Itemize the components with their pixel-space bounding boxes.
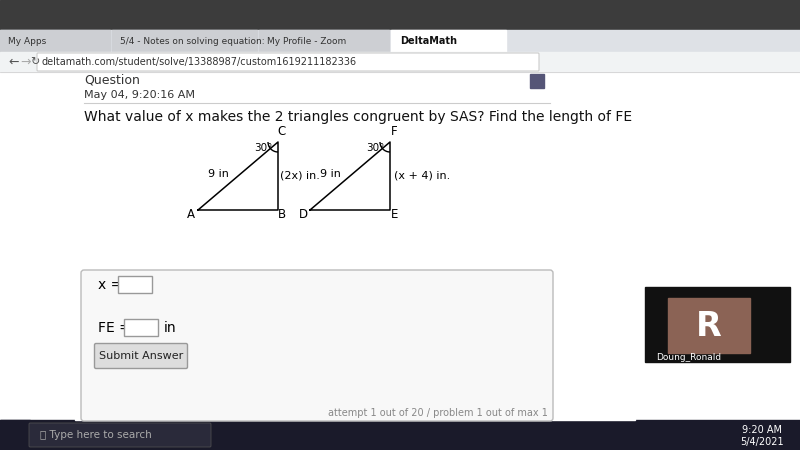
Text: My Apps: My Apps [8, 36, 46, 45]
Text: in: in [164, 321, 177, 335]
Text: B: B [278, 208, 286, 221]
FancyBboxPatch shape [668, 298, 750, 353]
Text: 9:20 AM: 9:20 AM [742, 425, 782, 435]
Text: Doung_Ronald: Doung_Ronald [657, 352, 722, 361]
FancyBboxPatch shape [0, 420, 800, 450]
Text: deltamath.com/student/solve/13388987/custom1619211182336: deltamath.com/student/solve/13388987/cus… [42, 57, 357, 67]
Text: E: E [391, 208, 398, 221]
Text: R: R [696, 310, 722, 342]
Text: FE =: FE = [98, 321, 130, 335]
Text: attempt 1 out of 20 / problem 1 out of max 1: attempt 1 out of 20 / problem 1 out of m… [328, 408, 548, 418]
Text: 9 in: 9 in [319, 169, 341, 179]
Text: ←: ← [8, 55, 18, 68]
Text: ⌕ Type here to search: ⌕ Type here to search [40, 430, 152, 440]
FancyBboxPatch shape [0, 52, 800, 72]
Text: My Profile - Zoom: My Profile - Zoom [267, 36, 346, 45]
Text: F: F [390, 125, 398, 138]
Text: 5/4 - Notes on solving equation:: 5/4 - Notes on solving equation: [120, 36, 265, 45]
Text: ↻: ↻ [30, 57, 39, 67]
Text: What value of x makes the 2 triangles congruent by SAS? Find the length of FE: What value of x makes the 2 triangles co… [84, 110, 632, 124]
FancyBboxPatch shape [81, 270, 553, 421]
FancyBboxPatch shape [112, 30, 257, 52]
FancyBboxPatch shape [75, 75, 635, 420]
Text: 30°: 30° [254, 143, 272, 153]
Text: DeltaMath: DeltaMath [400, 36, 457, 46]
Text: 9 in: 9 in [207, 169, 229, 179]
FancyBboxPatch shape [0, 30, 110, 52]
FancyBboxPatch shape [29, 423, 211, 447]
Text: A: A [187, 208, 195, 221]
Text: Submit Answer: Submit Answer [99, 351, 183, 361]
Text: 5/4/2021: 5/4/2021 [740, 437, 784, 447]
FancyBboxPatch shape [118, 276, 152, 293]
Text: (x + 4) in.: (x + 4) in. [394, 171, 450, 181]
FancyBboxPatch shape [124, 319, 158, 336]
Text: →: → [20, 55, 30, 68]
FancyBboxPatch shape [391, 30, 506, 54]
FancyBboxPatch shape [37, 53, 539, 71]
Text: C: C [278, 125, 286, 138]
FancyBboxPatch shape [645, 287, 790, 362]
FancyBboxPatch shape [0, 30, 800, 52]
FancyBboxPatch shape [0, 420, 30, 450]
Text: D: D [298, 208, 307, 221]
FancyBboxPatch shape [530, 74, 544, 88]
Text: Question: Question [84, 73, 140, 86]
Text: x =: x = [98, 278, 122, 292]
Text: 30°: 30° [366, 143, 384, 153]
Text: (2x) in.: (2x) in. [280, 171, 320, 181]
FancyBboxPatch shape [94, 343, 187, 369]
FancyBboxPatch shape [259, 30, 389, 52]
Text: May 04, 9:20:16 AM: May 04, 9:20:16 AM [84, 90, 195, 100]
FancyBboxPatch shape [0, 0, 800, 30]
